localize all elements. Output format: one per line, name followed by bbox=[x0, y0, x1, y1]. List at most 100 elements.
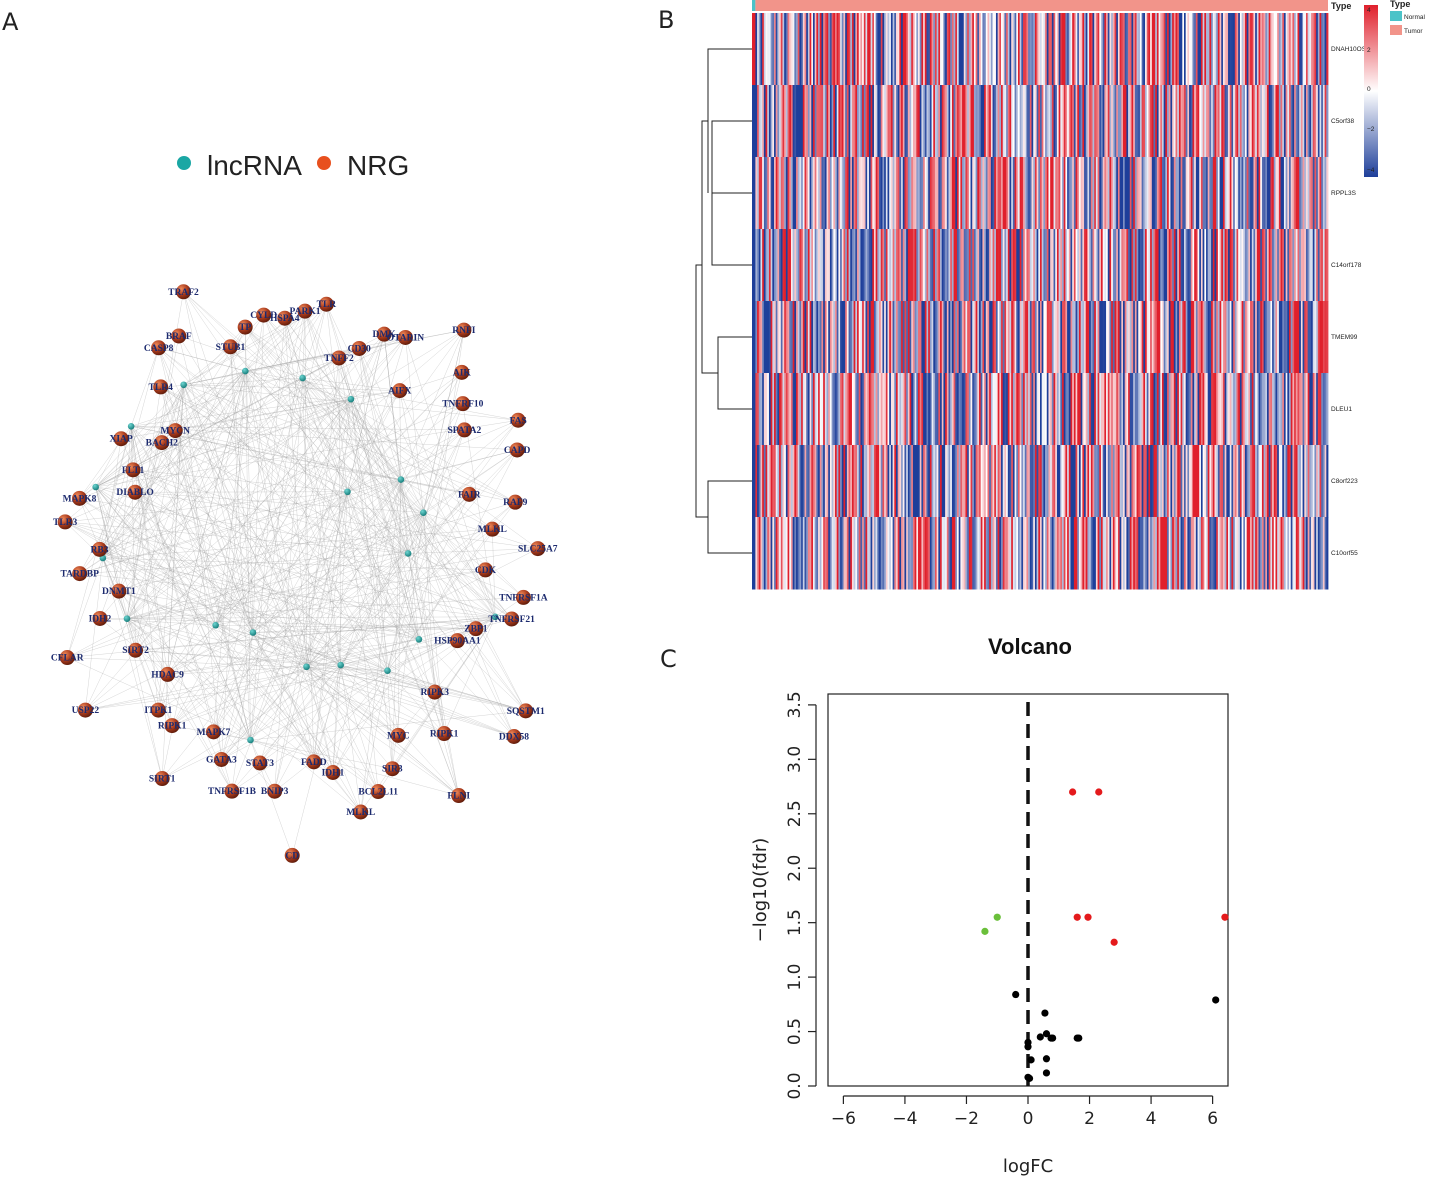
heatmap-cell bbox=[1294, 85, 1297, 158]
heatmap-cell bbox=[775, 517, 778, 590]
heatmap-cell bbox=[794, 13, 797, 86]
heatmap-cell bbox=[1260, 301, 1263, 374]
heatmap-cell bbox=[1055, 301, 1058, 374]
heatmap-cell bbox=[956, 229, 960, 302]
heatmap-cell bbox=[987, 229, 990, 302]
heatmap-cell bbox=[1107, 13, 1110, 86]
heatmap-cell bbox=[1275, 517, 1278, 590]
heatmap-cell bbox=[1131, 373, 1134, 446]
volcano-point-not-significant bbox=[1212, 996, 1220, 1004]
heatmap-cell bbox=[860, 301, 863, 374]
network-edge bbox=[350, 334, 385, 400]
heatmap-cell bbox=[1075, 517, 1078, 590]
heatmap-cell bbox=[872, 157, 875, 230]
heatmap-cell bbox=[1104, 301, 1107, 374]
heatmap-cell bbox=[1104, 13, 1107, 86]
heatmap-cell bbox=[1233, 373, 1236, 446]
heatmap-cell bbox=[1199, 229, 1202, 302]
heatmap-cell bbox=[1128, 517, 1131, 590]
network-edge bbox=[79, 553, 409, 574]
heatmap-cell bbox=[1168, 445, 1171, 518]
heatmap-cell bbox=[941, 445, 944, 518]
heatmap-cell bbox=[1043, 229, 1046, 302]
heatmap-cell bbox=[946, 301, 949, 374]
heatmap-cell bbox=[836, 13, 839, 86]
heatmap-cell bbox=[1016, 445, 1019, 518]
network-edge bbox=[326, 304, 409, 554]
heatmap-cell bbox=[948, 373, 951, 446]
heatmap-cell bbox=[962, 301, 965, 374]
heatmap-cell bbox=[1031, 517, 1034, 590]
heatmap-cell bbox=[1192, 373, 1195, 446]
heatmap-cell bbox=[755, 301, 758, 374]
heatmap-cell bbox=[858, 229, 861, 302]
heatmap-cell bbox=[1305, 229, 1309, 302]
heatmap-cell bbox=[1038, 517, 1041, 590]
heatmap-cell bbox=[1311, 13, 1314, 86]
heatmap-cell bbox=[1062, 157, 1065, 230]
heatmap-cell bbox=[990, 229, 993, 302]
heatmap-cell bbox=[763, 301, 766, 374]
network-edge bbox=[332, 491, 348, 773]
heatmap-cell bbox=[1062, 445, 1065, 518]
heatmap-cell bbox=[956, 13, 960, 86]
heatmap-cell bbox=[924, 13, 927, 86]
heatmap-cell bbox=[877, 85, 880, 158]
heatmap-cell bbox=[1095, 13, 1098, 86]
dendrogram-branch bbox=[707, 480, 752, 554]
heatmap-cell bbox=[926, 157, 929, 230]
heatmap-cell bbox=[1029, 13, 1032, 86]
heatmap-cell bbox=[1055, 373, 1058, 446]
nrg-node: BACH2 bbox=[146, 435, 178, 451]
heatmap-cell bbox=[806, 85, 809, 158]
heatmap-cell bbox=[833, 85, 836, 158]
heatmap-cell bbox=[995, 445, 999, 518]
heatmap-cell bbox=[1116, 301, 1119, 374]
network-edge bbox=[215, 625, 459, 796]
heatmap-cell bbox=[1178, 517, 1182, 590]
heatmap-cell bbox=[887, 13, 890, 86]
heatmap-cell bbox=[1007, 85, 1010, 158]
heatmap-cell bbox=[807, 445, 810, 518]
network-edge bbox=[126, 386, 161, 619]
heatmap-cell bbox=[1290, 517, 1293, 590]
heatmap-cell bbox=[816, 301, 819, 374]
heatmap-cell bbox=[977, 13, 980, 86]
network-edge bbox=[167, 370, 246, 675]
heatmap-cell bbox=[1316, 13, 1319, 86]
heatmap-cell bbox=[1002, 157, 1005, 230]
heatmap-cell bbox=[1272, 301, 1275, 374]
heatmap-cell bbox=[889, 157, 892, 230]
heatmap-cell bbox=[1216, 373, 1219, 446]
scale-tick-2: 2 bbox=[1367, 47, 1371, 54]
heatmap-cell bbox=[1023, 373, 1026, 446]
heatmap-cell bbox=[1209, 229, 1212, 302]
heatmap-cell bbox=[1072, 373, 1075, 446]
nrg-node-label: RIPK3 bbox=[420, 688, 449, 698]
scale-tick-0: 0 bbox=[1367, 86, 1371, 93]
heatmap-cell bbox=[1150, 85, 1153, 158]
heatmap-cell bbox=[1009, 229, 1012, 302]
heatmap-cell bbox=[1316, 517, 1319, 590]
heatmap-cell bbox=[1168, 301, 1171, 374]
heatmap-cell bbox=[868, 373, 871, 446]
heatmap-cell bbox=[1278, 157, 1281, 230]
heatmap-cell bbox=[1187, 301, 1190, 374]
heatmap-cell bbox=[1009, 517, 1012, 590]
nrg-node: RIPK1 bbox=[158, 718, 187, 734]
nrg-node: AIK bbox=[453, 364, 471, 380]
heatmap-cell bbox=[1009, 445, 1012, 518]
heatmap-cell bbox=[1104, 517, 1107, 590]
network-edge bbox=[118, 591, 251, 741]
heatmap-cell bbox=[968, 301, 971, 374]
heatmap-cell bbox=[843, 85, 846, 158]
heatmap-cell bbox=[1275, 13, 1278, 86]
heatmap-cell bbox=[1309, 301, 1312, 374]
heatmap-cell bbox=[784, 301, 787, 374]
heatmap-cell bbox=[1117, 157, 1121, 230]
heatmap-cell bbox=[965, 373, 968, 446]
heatmap-cell bbox=[965, 445, 968, 518]
heatmap-cell bbox=[1312, 157, 1315, 230]
heatmap-cell bbox=[757, 157, 760, 230]
heatmap-cell bbox=[879, 85, 882, 158]
